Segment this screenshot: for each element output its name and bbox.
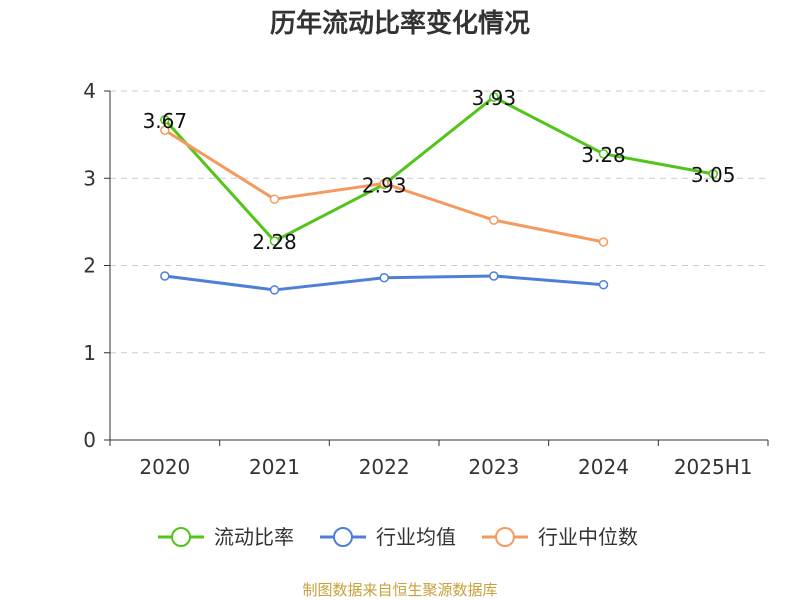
axes: 0 1 2 3 4 2020 2021 2022 2023 2024 2025H1 — [83, 79, 769, 479]
legend[interactable]: 流动比率 行业均值 行业中位数 — [158, 525, 638, 549]
legend-item[interactable]: 流动比率 — [158, 525, 294, 549]
data-point — [379, 272, 389, 283]
data-label: 3.05 — [691, 163, 736, 187]
legend-item[interactable]: 行业中位数 — [482, 525, 638, 549]
data-point — [598, 149, 609, 159]
grid — [110, 90, 768, 354]
data-point — [379, 178, 389, 189]
data-point — [598, 279, 609, 290]
x-tick-label: 2025H1 — [674, 455, 753, 479]
data-label: 2.28 — [252, 230, 297, 254]
data-point — [160, 115, 170, 125]
data-point — [160, 125, 170, 136]
data-label: 3.93 — [472, 86, 517, 110]
x-tick-label: 2024 — [578, 455, 629, 479]
legend-marker — [495, 527, 515, 547]
data-point — [489, 215, 499, 225]
legend-marker — [333, 527, 353, 547]
data-point — [598, 237, 609, 247]
data-label: 3.28 — [581, 143, 626, 167]
legend-label: 流动比率 — [214, 525, 294, 549]
series-layer — [160, 92, 718, 295]
data-point — [160, 271, 170, 281]
legend-item[interactable]: 行业均值 — [320, 525, 456, 549]
y-tick-label: 1 — [83, 341, 96, 365]
data-label: 2.93 — [362, 173, 407, 197]
data-point — [708, 169, 718, 179]
legend-label: 行业均值 — [376, 525, 456, 549]
y-tick-label: 0 — [83, 428, 96, 452]
x-tick-label: 2022 — [359, 455, 410, 479]
data-point — [269, 285, 280, 295]
legend-marker — [171, 527, 191, 547]
series-line — [163, 95, 714, 243]
data-point — [269, 194, 280, 204]
y-tick-label: 4 — [83, 79, 96, 103]
data-point — [269, 236, 280, 246]
data-label: 3.67 — [143, 109, 188, 133]
data-point — [489, 271, 499, 281]
x-tick-label: 2021 — [249, 455, 300, 479]
chart-title: 历年流动比率变化情况 — [270, 8, 530, 39]
source-note: 制图数据来自恒生聚源数据库 — [302, 581, 497, 599]
data-point — [489, 92, 499, 102]
y-tick-label: 2 — [83, 254, 96, 278]
y-tick-label: 3 — [83, 166, 96, 190]
x-tick-label: 2023 — [468, 455, 519, 479]
legend-label: 行业中位数 — [538, 525, 638, 549]
data-labels: 3.67 2.28 2.93 3.93 3.28 3.05 — [143, 86, 736, 254]
x-tick-label: 2020 — [139, 455, 190, 479]
